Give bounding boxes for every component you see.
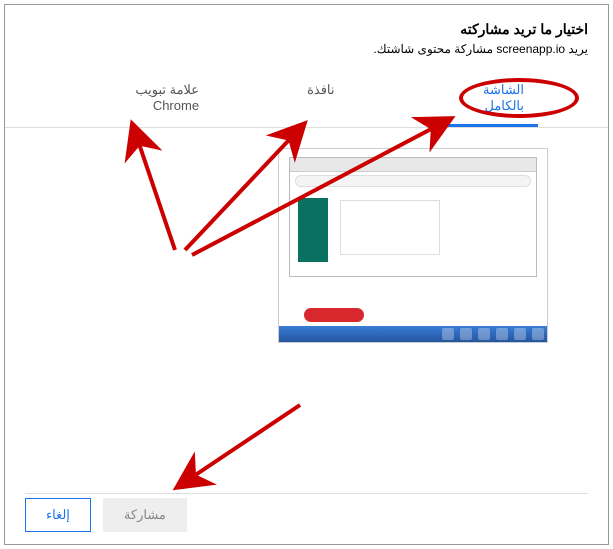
- tab-entire-screen[interactable]: الشاشة بالكامل: [429, 74, 539, 127]
- browser-mock: [289, 157, 537, 277]
- content-area: [5, 128, 608, 408]
- dialog-header: اختيار ما تريد مشاركته يريد screenapp.io…: [5, 5, 608, 66]
- taskbar-mock: [279, 326, 547, 342]
- tab-window[interactable]: نافذة: [293, 74, 348, 127]
- button-row: إلغاء مشاركة: [25, 498, 187, 532]
- tab-bar: الشاشة بالكامل نافذة علامة تبويب Chrome: [5, 66, 608, 128]
- cancel-button[interactable]: إلغاء: [25, 498, 91, 532]
- tab-chrome[interactable]: علامة تبويب Chrome: [75, 74, 213, 127]
- separator: [25, 493, 588, 494]
- share-button[interactable]: مشاركة: [103, 498, 187, 532]
- dialog-frame: اختيار ما تريد مشاركته يريد screenapp.io…: [4, 4, 609, 545]
- dialog-title: اختيار ما تريد مشاركته: [25, 21, 588, 38]
- dialog-subtitle: يريد screenapp.io مشاركة محتوى شاشتك.: [25, 42, 588, 56]
- screen-thumbnail[interactable]: [278, 148, 548, 343]
